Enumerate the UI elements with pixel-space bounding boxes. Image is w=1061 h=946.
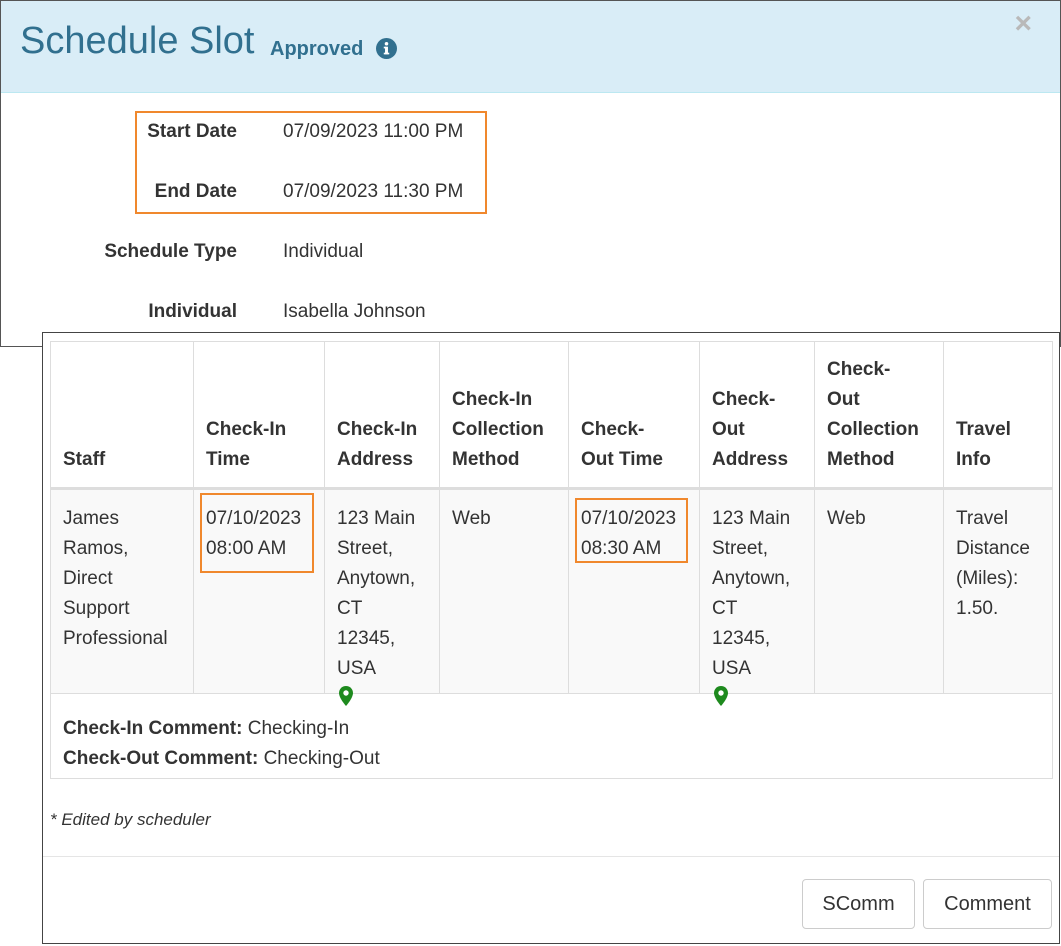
- map-marker-icon[interactable]: [714, 686, 728, 706]
- start-date-value: 07/09/2023 11:00 PM: [283, 121, 464, 142]
- col-header-staff: Staff: [51, 342, 194, 489]
- schedule-slot-panel: Schedule Slot Approved × Start Date 07/0…: [0, 0, 1061, 347]
- cell-check-in-method: Web: [440, 490, 569, 693]
- end-date-value: 07/09/2023 11:30 PM: [283, 181, 464, 202]
- footer-divider: [43, 856, 1059, 857]
- visits-table: Staff Check-In Time Check-In Address Check…: [50, 341, 1053, 779]
- cell-check-out-address: 123 Main Street, Anytown, CT 12345, USA: [700, 490, 815, 706]
- schedule-type-value: Individual: [283, 241, 364, 262]
- visit-details-panel: Staff Check-In Time Check-In Address Check…: [42, 332, 1060, 944]
- cell-staff: James Ramos, Direct Support Professional: [51, 490, 194, 693]
- col-header-check-out-address: Check- Out Address: [700, 342, 815, 489]
- schedule-type-label: Schedule Type: [104, 241, 237, 262]
- header-divider: [51, 487, 1052, 490]
- table-row: James Ramos, Direct Support Professional 07/…: [51, 490, 1052, 706]
- cell-check-in-address: 123 Main Street, Anytown, CT 12345, USA: [325, 490, 440, 706]
- status-label: Approved: [270, 38, 364, 60]
- cell-check-out-time: 07/10/2023 08:30 AM: [569, 490, 700, 693]
- col-header-check-out-method: Check- Out Collection Method: [815, 342, 944, 489]
- modal-header: Schedule Slot Approved ×: [1, 1, 1060, 93]
- comment-button[interactable]: Comment: [923, 879, 1052, 929]
- col-header-check-in-method: Check-In Collection Method: [440, 342, 569, 489]
- close-button[interactable]: ×: [1014, 7, 1032, 40]
- modal-title: Schedule Slot: [20, 20, 255, 62]
- info-icon[interactable]: [376, 38, 397, 59]
- check-in-time-highlight: [200, 493, 314, 573]
- check-in-comment: Check-In Comment: Checking-In: [63, 718, 350, 739]
- visit-comments: Check-In Comment: Checking-In Check-Out …: [63, 714, 380, 774]
- scomm-button[interactable]: SComm: [802, 879, 915, 929]
- date-highlight-box: [135, 111, 487, 214]
- check-out-comment: Check-Out Comment: Checking-Out: [63, 748, 380, 769]
- col-header-check-in-time: Check-In Time: [194, 342, 325, 489]
- end-date-label: End Date: [154, 181, 237, 202]
- cell-check-out-method: Web: [815, 490, 944, 693]
- cell-check-in-time: 07/10/2023 08:00 AM: [194, 490, 325, 693]
- map-marker-icon[interactable]: [339, 686, 353, 706]
- individual-value: Isabella Johnson: [283, 301, 426, 322]
- individual-label: Individual: [148, 301, 237, 322]
- start-date-label: Start Date: [147, 121, 237, 142]
- col-header-travel-info: Travel Info: [956, 419, 1011, 470]
- cell-travel-info: Travel Distance (Miles): 1.50.: [956, 508, 1030, 619]
- edited-footnote: * Edited by scheduler: [50, 810, 211, 829]
- col-header-check-out-time: Check- Out Time: [569, 342, 700, 489]
- col-header-check-in-address: Check-In Address: [325, 342, 440, 489]
- check-out-time-highlight: [575, 498, 688, 563]
